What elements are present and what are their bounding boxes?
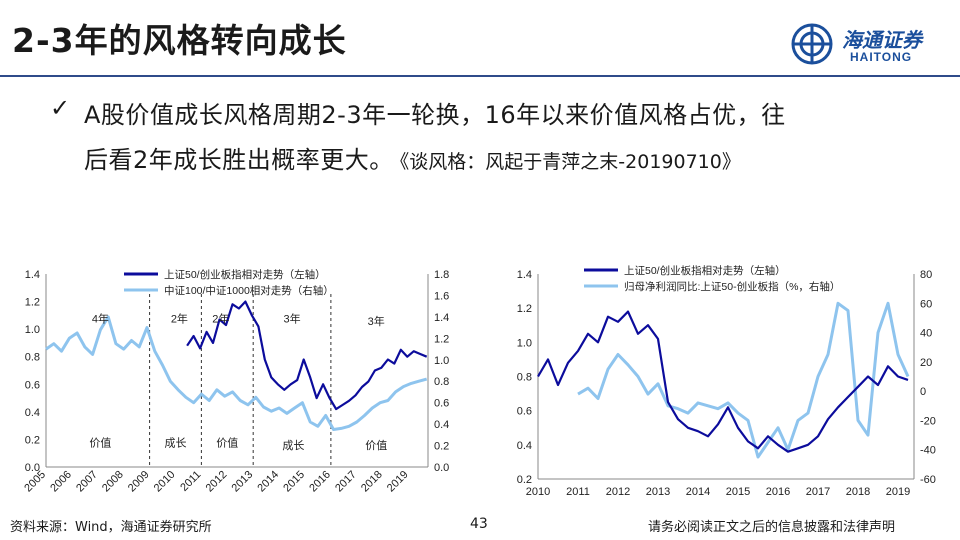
chart-annotation: 2年 <box>171 311 188 325</box>
chart-annotation: 3年 <box>283 311 300 325</box>
x-tick-label: 2015 <box>281 469 307 495</box>
legend-label: 上证50/创业板指相对走势（左轴） <box>624 264 786 277</box>
x-tick-label: 2013 <box>646 486 670 498</box>
y-right-tick-label: 1.8 <box>434 269 449 281</box>
y-left-tick-label: 1.0 <box>517 337 532 349</box>
legend-label: 上证50/创业板指相对走势（左轴） <box>164 268 326 281</box>
y-right-tick-label: 40 <box>920 328 932 340</box>
y-right-tick-label: 0.2 <box>434 441 449 453</box>
y-right-tick-label: 0 <box>920 386 926 398</box>
y-left-tick-label: 0.4 <box>517 440 532 452</box>
page-number: 43 <box>470 516 488 532</box>
chart-annotation: 价值 <box>89 436 111 449</box>
haitong-logo: 海通证券 HAITONG <box>790 22 950 66</box>
y-left-tick-label: 0.8 <box>517 372 532 384</box>
y-left-tick-label: 0.0 <box>25 462 40 474</box>
chart-annotation: 2年 <box>212 311 229 325</box>
x-tick-label: 2016 <box>307 469 333 495</box>
series-line <box>577 301 910 459</box>
y-right-tick-label: 0.0 <box>434 462 449 474</box>
y-right-tick-label: 60 <box>920 298 932 310</box>
x-tick-label: 2018 <box>846 486 870 498</box>
chart-annotation: 价值 <box>216 436 238 449</box>
x-tick-label: 2017 <box>333 469 359 495</box>
bullet-text-line2: 后看2年成长胜出概率更大。 《谈风格：风起于青萍之末-20190710》 <box>84 140 741 175</box>
haitong-logo-icon <box>791 23 833 65</box>
y-right-tick-label: 1.4 <box>434 312 449 324</box>
y-right-tick-label: 1.0 <box>434 355 449 367</box>
bullet-text-line1: A股价值成长风格周期2-3年一轮换，16年以来价值风格占优，往 <box>84 101 786 129</box>
x-tick-label: 2017 <box>806 486 830 498</box>
chart-annotation: 成长 <box>282 439 304 452</box>
series-line <box>186 300 428 411</box>
x-tick-label: 2015 <box>726 486 750 498</box>
x-tick-label: 2009 <box>126 469 152 495</box>
footer-source: 资料来源：Wind，海通证券研究所 <box>10 520 212 535</box>
x-tick-label: 2010 <box>526 486 550 498</box>
logo-text-cn: 海通证券 <box>842 28 922 52</box>
y-left-tick-label: 0.6 <box>25 379 40 391</box>
y-left-tick-label: 0.2 <box>517 474 532 486</box>
x-tick-label: 2010 <box>152 469 178 495</box>
chart2-svg: 0.2 0.4 0.6 0.8 1.0 1.2 1.4 -60 -40 -20 0 20 40 60 80 2… <box>517 264 936 498</box>
y-right-tick-label: -60 <box>920 474 936 486</box>
y-left-tick-label: 0.6 <box>517 406 532 418</box>
x-tick-label: 2008 <box>100 469 126 495</box>
y-left-tick-label: 1.4 <box>25 269 40 281</box>
chart-annotation: 价值 <box>365 439 387 452</box>
y-left-tick-label: 0.8 <box>25 352 40 364</box>
chart-relative-style-trend: 0.0 0.2 0.4 0.6 0.8 1.0 1.2 1.4 0.0 0.2 0.4 0.6 0.8 1… <box>0 248 460 508</box>
y-left-tick-label: 0.2 <box>25 434 40 446</box>
x-tick-label: 2011 <box>566 486 590 498</box>
x-tick-label: 2018 <box>359 469 385 495</box>
series-line <box>537 310 909 453</box>
y-left-tick-label: 1.2 <box>25 297 40 309</box>
bullet-reference: 《谈风格：风起于青萍之末-20190710》 <box>399 151 741 173</box>
footer-disclaimer: 请务必阅读正文之后的信息披露和法律声明 <box>648 520 896 535</box>
y-left-tick-label: 1.4 <box>517 269 532 281</box>
x-tick-label: 2019 <box>385 469 411 495</box>
legend-label: 归母净利润同比:上证50-创业板指（%，右轴） <box>624 280 840 293</box>
x-tick-label: 2007 <box>74 469 100 495</box>
y-right-tick-label: -40 <box>920 445 936 457</box>
y-left-tick-label: 1.2 <box>517 303 532 315</box>
x-tick-label: 2011 <box>178 469 203 494</box>
y-right-tick-label: -20 <box>920 415 936 427</box>
x-tick-label: 2014 <box>255 469 281 495</box>
slide-title: 2-3年的风格转向成长 <box>12 21 347 60</box>
x-tick-label: 2019 <box>886 486 910 498</box>
x-tick-label: 2016 <box>766 486 790 498</box>
chart1-svg: 0.0 0.2 0.4 0.6 0.8 1.0 1.2 1.4 0.0 0.2 0.4 0.6 0.8 1… <box>22 268 449 495</box>
x-tick-label: 2012 <box>204 469 230 495</box>
logo-text-en: HAITONG <box>850 50 913 64</box>
y-right-tick-label: 0.4 <box>434 419 449 431</box>
chart-earnings-vs-style: 0.2 0.4 0.6 0.8 1.0 1.2 1.4 -60 -40 -20 0 20 40 60 80 2… <box>480 248 960 508</box>
y-left-tick-label: 1.0 <box>25 324 40 336</box>
y-right-tick-label: 0.8 <box>434 376 449 388</box>
x-tick-label: 2012 <box>606 486 630 498</box>
chart-annotation: 成长 <box>164 436 186 449</box>
chart-annotation: 4年 <box>92 311 109 325</box>
y-right-tick-label: 20 <box>920 357 932 369</box>
y-left-tick-label: 0.4 <box>25 407 40 419</box>
y-right-tick-label: 80 <box>920 269 932 281</box>
y-right-tick-label: 1.2 <box>434 333 449 345</box>
y-right-tick-label: 1.6 <box>434 290 449 302</box>
chart-annotation: 3年 <box>368 314 385 328</box>
x-tick-label: 2013 <box>230 469 256 495</box>
series-line <box>45 315 428 431</box>
check-icon: ✓ <box>50 94 71 122</box>
y-right-tick-label: 0.6 <box>434 398 449 410</box>
title-divider <box>0 75 960 77</box>
legend-label: 中证100/中证1000相对走势（右轴） <box>164 284 334 297</box>
x-tick-label: 2006 <box>48 469 74 495</box>
x-tick-label: 2014 <box>686 486 710 498</box>
bullet-text-line2-main: 后看2年成长胜出概率更大。 <box>84 146 394 174</box>
